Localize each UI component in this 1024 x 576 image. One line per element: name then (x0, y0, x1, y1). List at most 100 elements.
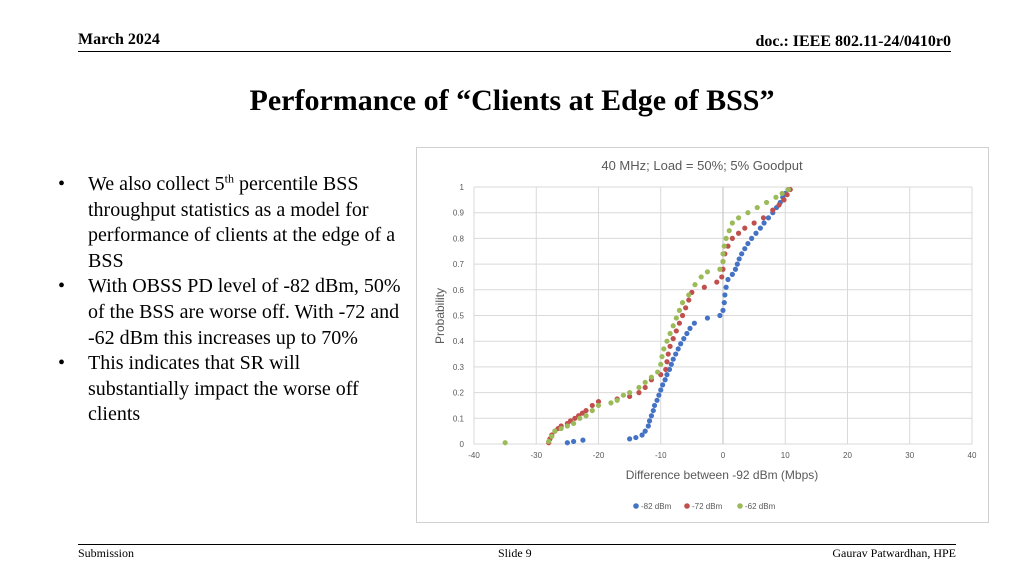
data-point (658, 361, 664, 367)
data-point (776, 202, 782, 208)
data-point (549, 433, 555, 439)
data-point (661, 346, 667, 352)
grid-lines (473, 186, 973, 445)
data-point (650, 407, 656, 414)
series-1 (546, 186, 793, 446)
data-point (571, 438, 577, 445)
data-point (655, 369, 661, 375)
y-tick-label: 0.9 (453, 209, 465, 218)
bullet-text-1-sup: th (224, 171, 235, 186)
data-point (714, 279, 720, 285)
data-point (721, 243, 727, 249)
data-point (704, 269, 711, 275)
data-point (754, 204, 760, 211)
data-point (732, 266, 739, 272)
bullet-icon: • (58, 275, 66, 298)
bullet-text-3: This indicates that SR will substantiall… (88, 352, 359, 426)
data-point (636, 384, 642, 391)
data-point (583, 413, 589, 419)
data-point (664, 372, 670, 378)
data-point (720, 251, 726, 257)
data-point (760, 215, 767, 221)
bullet-list: • We also collect 5th percentile BSS thr… (58, 172, 403, 428)
data-point (651, 402, 658, 409)
data-point (765, 215, 772, 221)
x-tick-label: 0 (721, 451, 726, 460)
data-point (692, 282, 698, 288)
data-point (664, 359, 670, 365)
data-point (668, 361, 674, 367)
data-point (725, 243, 731, 249)
bullet-item-1: • We also collect 5th percentile BSS thr… (58, 172, 403, 274)
legend-label: -72 dBm (692, 502, 723, 511)
data-point (580, 437, 586, 443)
data-point (670, 356, 676, 362)
data-points (502, 186, 793, 446)
data-point (546, 438, 552, 445)
y-tick-label: 0.1 (453, 414, 465, 423)
footer-rule (78, 544, 956, 545)
data-point (664, 338, 670, 344)
data-point (666, 366, 673, 373)
data-point (734, 261, 740, 267)
y-axis-title: Probability (433, 288, 447, 344)
x-tick-label: -40 (468, 451, 480, 460)
data-point (679, 312, 686, 319)
data-point (742, 225, 748, 231)
data-point (753, 230, 759, 236)
x-tick-label: 20 (843, 451, 852, 460)
data-point (620, 392, 626, 398)
data-point (725, 276, 731, 283)
y-tick-label: 0.6 (453, 286, 465, 295)
data-point (745, 240, 751, 247)
y-tick-label: 0 (460, 440, 465, 449)
data-point (595, 402, 602, 409)
data-point (729, 271, 735, 277)
data-point (721, 300, 727, 306)
bullet-text-1-post: percentile BSS throughput statistics as … (88, 173, 396, 272)
data-point (648, 374, 655, 380)
y-tick-label: 0.8 (453, 234, 465, 243)
data-point (684, 330, 690, 337)
data-point (784, 192, 790, 198)
data-point (564, 440, 570, 446)
data-point (564, 423, 570, 429)
data-point (552, 428, 558, 434)
data-point (698, 274, 704, 280)
chart-container: 40 MHz; Load = 50%; 5% Goodput 0 0.1 0.2 0.… (416, 147, 989, 523)
bullet-item-2: • With OBSS PD level of -82 dBm, 50% of … (58, 274, 403, 351)
x-tick-label: 30 (905, 451, 914, 460)
bullet-icon: • (58, 352, 66, 375)
data-point (648, 413, 655, 419)
data-point (717, 312, 723, 319)
data-point (683, 305, 689, 311)
x-tick-label: -20 (593, 451, 605, 460)
data-point (686, 297, 692, 303)
data-point (726, 228, 732, 234)
legend-label: -82 dBm (641, 502, 672, 511)
data-point (729, 220, 735, 226)
legend-marker (633, 503, 639, 509)
data-point (751, 220, 757, 226)
data-point (636, 390, 642, 396)
data-point (659, 354, 665, 360)
data-point (676, 320, 683, 326)
bullet-text-1-pre: We also collect 5 (88, 173, 225, 195)
data-point (722, 292, 728, 298)
y-tick-label: 0.3 (453, 363, 465, 372)
data-point (673, 315, 679, 321)
data-point (757, 225, 763, 231)
data-point (572, 415, 578, 421)
data-point (589, 402, 595, 409)
data-point (614, 397, 620, 403)
x-axis-title: Difference between -92 dBm (Mbps) (626, 468, 819, 482)
x-tick-label: -30 (530, 451, 542, 460)
data-point (627, 390, 633, 396)
chart-legend: -82 dBm -72 dBm -62 dBm (633, 502, 776, 511)
data-point (608, 400, 614, 406)
data-point (662, 377, 668, 383)
data-point (595, 398, 602, 405)
footer-author: Gaurav Patwardhan, HPE (832, 546, 956, 560)
data-point (676, 307, 683, 313)
chart-title: 40 MHz; Load = 50%; 5% Goodput (601, 158, 803, 173)
